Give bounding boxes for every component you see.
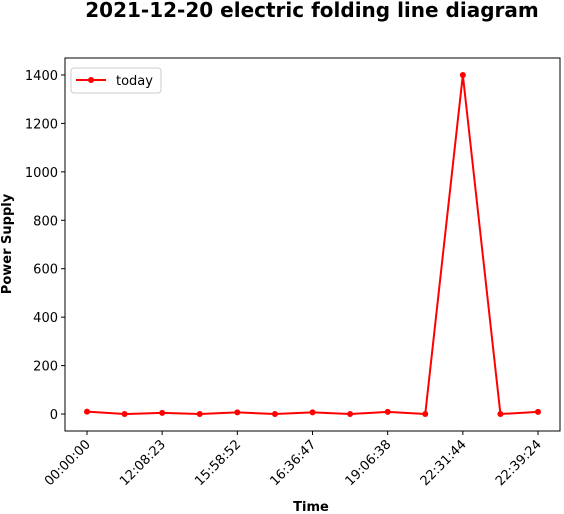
- y-tick-label: 800: [33, 214, 58, 229]
- data-point: [84, 408, 90, 415]
- y-tick-label: 1400: [25, 69, 58, 84]
- legend-box: [70, 67, 162, 94]
- legend: today: [70, 67, 162, 94]
- y-tick-label: 1200: [25, 117, 58, 132]
- x-tick-label: 12:08:23: [117, 437, 169, 489]
- x-tick-label: 00:00:00: [42, 437, 94, 489]
- data-point: [459, 71, 466, 78]
- data-point: [347, 411, 354, 418]
- data-point: [384, 408, 391, 415]
- y-axis-label: Power Supply: [0, 193, 15, 294]
- chart-title: 2021-12-20 electric folding line diagram: [85, 0, 538, 22]
- y-tick-label: 0: [50, 408, 58, 423]
- legend-label: today: [116, 74, 153, 89]
- x-axis: 00:00:00 12:08:23 15:58:52 16:36:47 19:06:38…: [42, 431, 545, 489]
- data-point: [535, 408, 541, 415]
- data-point: [196, 411, 203, 418]
- data-point: [422, 411, 429, 418]
- data-point: [234, 409, 241, 416]
- x-tick-label: 15:58:52: [192, 437, 244, 489]
- data-point: [121, 411, 128, 418]
- x-axis-label: Time: [293, 500, 329, 514]
- y-tick-label: 400: [33, 311, 58, 326]
- series-layer: [84, 71, 541, 418]
- y-axis: 0 200 400 600 800 1000 1200 1400: [25, 69, 65, 423]
- x-tick-label: 22:39:24: [493, 437, 545, 489]
- data-point: [159, 409, 166, 416]
- data-point: [497, 411, 504, 418]
- data-point: [271, 411, 278, 418]
- x-tick-label: 22:31:44: [418, 437, 470, 489]
- x-tick-label: 19:06:38: [343, 437, 395, 489]
- y-tick-label: 1000: [25, 166, 58, 181]
- legend-marker-sample: [88, 77, 94, 83]
- plot-area: [64, 57, 561, 432]
- x-tick-label: 16:36:47: [267, 437, 319, 489]
- y-tick-label: 200: [33, 360, 58, 375]
- y-tick-label: 600: [33, 263, 58, 278]
- data-point: [309, 409, 316, 416]
